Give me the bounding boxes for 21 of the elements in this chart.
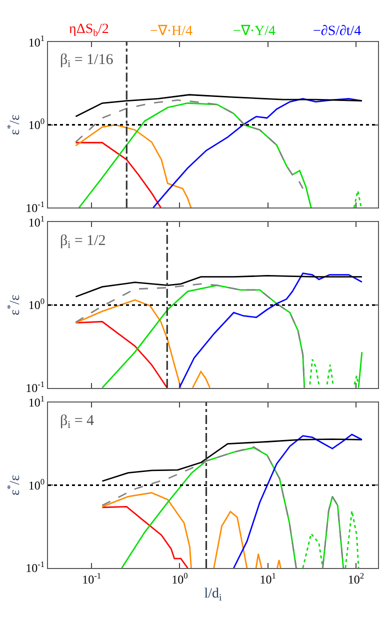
y-tick-label: 10$^{1}$ xyxy=(28,394,45,410)
x-tick-label: 10$^{1}$ xyxy=(260,571,276,586)
text: −∇·Y/4 xyxy=(233,24,276,39)
y-tick-label: 10$^{1}$ xyxy=(28,214,45,230)
text: −∂S/∂t/4 xyxy=(313,24,362,39)
annotation: β$_{i}$ = 1/2 xyxy=(60,233,106,252)
annotation: β$_{i}$ = 4 xyxy=(60,413,95,432)
x-axis-title: l/d$_{i}$ xyxy=(204,586,222,604)
y-tick-label: 10$^{0}$ xyxy=(28,297,45,312)
y-tick-label: 10$^{0}$ xyxy=(28,477,45,492)
y-tick-label: 10$^{-1}$ xyxy=(26,560,45,576)
text: −∇·H/4 xyxy=(150,24,193,39)
text: ηΔS$_{b}$/2 xyxy=(69,22,109,39)
y-tick-label: 10$^{-1}$ xyxy=(26,200,45,215)
y-tick-label: 10$^{-1}$ xyxy=(26,380,45,396)
annotation: β$_{i}$ = 1/16 xyxy=(60,52,114,70)
x-tick-label: 10$^{0}$ xyxy=(172,571,188,586)
x-tick-label: 10$^{-1}$ xyxy=(82,571,102,586)
y-tick-label: 10$^{0}$ xyxy=(28,117,45,132)
x-tick-label: 10$^{2}$ xyxy=(348,571,364,586)
y-tick-label: 10$^{1}$ xyxy=(28,34,45,50)
